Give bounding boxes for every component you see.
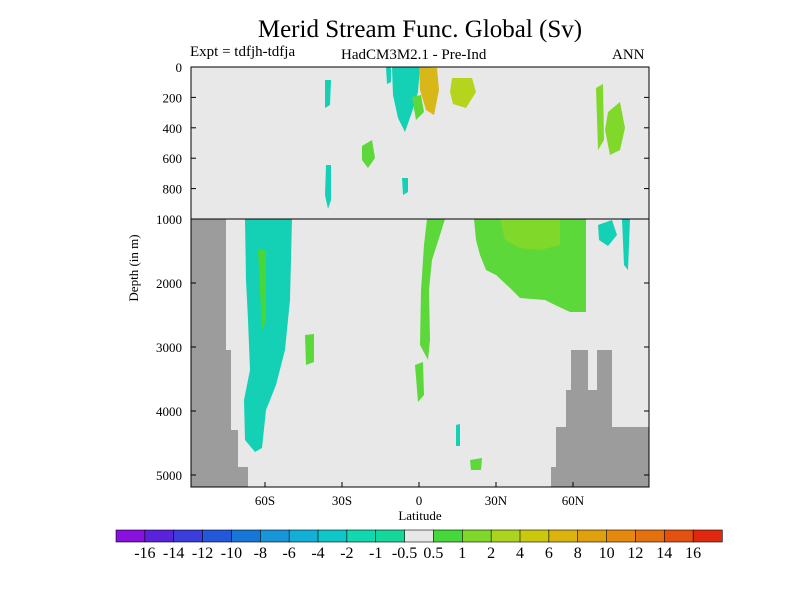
colorbar-label: -8 xyxy=(254,545,267,562)
field-patch-green-deep-south xyxy=(305,334,314,365)
colorbar-swatch xyxy=(317,529,348,543)
y-tick-label: 0 xyxy=(176,60,183,75)
chart-title: Merid Stream Func. Global (Sv) xyxy=(257,16,583,43)
field-patch-teal-northeast xyxy=(598,220,617,246)
colorbar-label: 12 xyxy=(627,545,643,562)
colorbar-labels: -16 -14 -12 -10 -8 -6 -4 -2 -1 -0.5 0.5 1 2 4 6 8 10 12 14… xyxy=(134,545,701,562)
colorbar-swatch xyxy=(346,529,377,543)
field-patch-green-far-east xyxy=(605,102,625,155)
x-tick-label: 30S xyxy=(332,493,352,508)
colorbar-swatch xyxy=(404,529,435,543)
field-patch-green-deep xyxy=(415,362,424,402)
field-patch-green-equator xyxy=(412,95,424,120)
colorbar-swatch xyxy=(375,529,406,543)
field-patch-teal-north xyxy=(392,67,420,132)
colorbar-swatch xyxy=(115,529,146,543)
colorbar-label: 4 xyxy=(516,545,524,562)
colorbar-swatch xyxy=(548,529,579,543)
colorbar-swatch xyxy=(433,529,463,543)
model-label: HadCM3M2.1 - Pre-Ind xyxy=(341,47,487,63)
colorbar-label: 1 xyxy=(458,545,466,562)
y-axis-label: Depth (in m) xyxy=(126,234,141,301)
colorbar-swatch xyxy=(577,529,608,543)
colorbar-label: -2 xyxy=(340,545,353,562)
field-patch-green-east xyxy=(596,84,604,150)
y-tick-label: 200 xyxy=(163,90,183,105)
colorbar-label: -4 xyxy=(311,545,324,562)
colorbar-swatch xyxy=(663,529,694,543)
colorbar-label: -12 xyxy=(192,545,213,562)
x-tick-label: 30N xyxy=(485,493,508,508)
colorbar xyxy=(115,529,723,543)
colorbar-label: 10 xyxy=(599,545,615,562)
field-patch-yellow-north xyxy=(450,78,476,108)
field-lower-panel xyxy=(244,219,630,470)
colorbar-label: 8 xyxy=(574,545,582,562)
field-patch-green-southern-core xyxy=(258,250,266,330)
field-patch-orange-equator xyxy=(419,67,439,115)
field-patch-green-midupper xyxy=(362,140,375,168)
field-patch-teal-lower-left xyxy=(325,165,331,209)
y-tick-label: 4000 xyxy=(156,404,182,419)
y-axis-ticks: 0 200 400 600 800 1000 2000 3000 4000 5000 xyxy=(156,60,649,483)
colorbar-swatch xyxy=(635,529,665,543)
colorbar-label: 14 xyxy=(656,545,672,562)
field-patch-teal-upper-left xyxy=(325,80,331,108)
y-tick-label: 2000 xyxy=(156,276,182,291)
y-tick-label: 1000 xyxy=(156,212,182,227)
colorbar-swatch xyxy=(606,529,637,543)
colorbar-swatch xyxy=(202,529,233,543)
field-patch-teal-small xyxy=(402,178,408,195)
colorbar-label: -16 xyxy=(134,545,155,562)
y-tick-label: 3000 xyxy=(156,340,182,355)
y-tick-label: 800 xyxy=(163,182,183,197)
colorbar-swatch xyxy=(144,529,175,543)
colorbar-label: -10 xyxy=(221,545,242,562)
colorbar-swatch xyxy=(288,529,319,543)
x-tick-label: 60S xyxy=(255,493,275,508)
land-mask-arctic xyxy=(551,350,649,487)
colorbar-label: -14 xyxy=(163,545,184,562)
season-label: ANN xyxy=(612,47,645,63)
x-tick-label: 60N xyxy=(562,493,585,508)
x-axis-label: Latitude xyxy=(398,508,442,523)
colorbar-label: 0.5 xyxy=(423,545,443,562)
colorbar-label: 6 xyxy=(545,545,553,562)
field-patch-teal-bits xyxy=(456,424,460,446)
colorbar-swatch xyxy=(173,529,204,543)
colorbar-label: -0.5 xyxy=(392,545,417,562)
colorbar-label: 2 xyxy=(487,545,495,562)
colorbar-label: -6 xyxy=(282,545,295,562)
colorbar-label: -1 xyxy=(369,545,382,562)
field-patch-teal-sliver xyxy=(386,67,391,84)
x-axis-ticks: 60S 30S 0 30N 60N xyxy=(255,482,585,508)
y-tick-label: 400 xyxy=(163,121,183,136)
lower-panel-frame xyxy=(190,218,650,488)
colorbar-swatch xyxy=(259,529,290,543)
colorbar-swatch xyxy=(692,529,723,543)
field-patch-lime-northern-core xyxy=(500,219,560,250)
field-patch-green-equatorial xyxy=(420,219,445,360)
colorbar-swatch xyxy=(461,529,492,543)
experiment-label: Expt = tdfjh-tdfja xyxy=(190,44,296,60)
field-patch-teal-southern xyxy=(244,219,292,452)
y-tick-label: 5000 xyxy=(156,468,182,483)
land-mask-antarctica xyxy=(191,219,248,487)
y-tick-label: 600 xyxy=(163,151,183,166)
x-tick-label: 0 xyxy=(416,493,423,508)
field-upper-panel xyxy=(325,67,625,209)
colorbar-swatch xyxy=(231,529,261,543)
colorbar-label: 16 xyxy=(685,545,701,562)
colorbar-swatch xyxy=(519,529,550,543)
field-patch-teal-northeast-sliver xyxy=(622,219,630,270)
colorbar-swatch xyxy=(490,529,521,543)
field-patch-green-deep-north xyxy=(470,458,482,470)
